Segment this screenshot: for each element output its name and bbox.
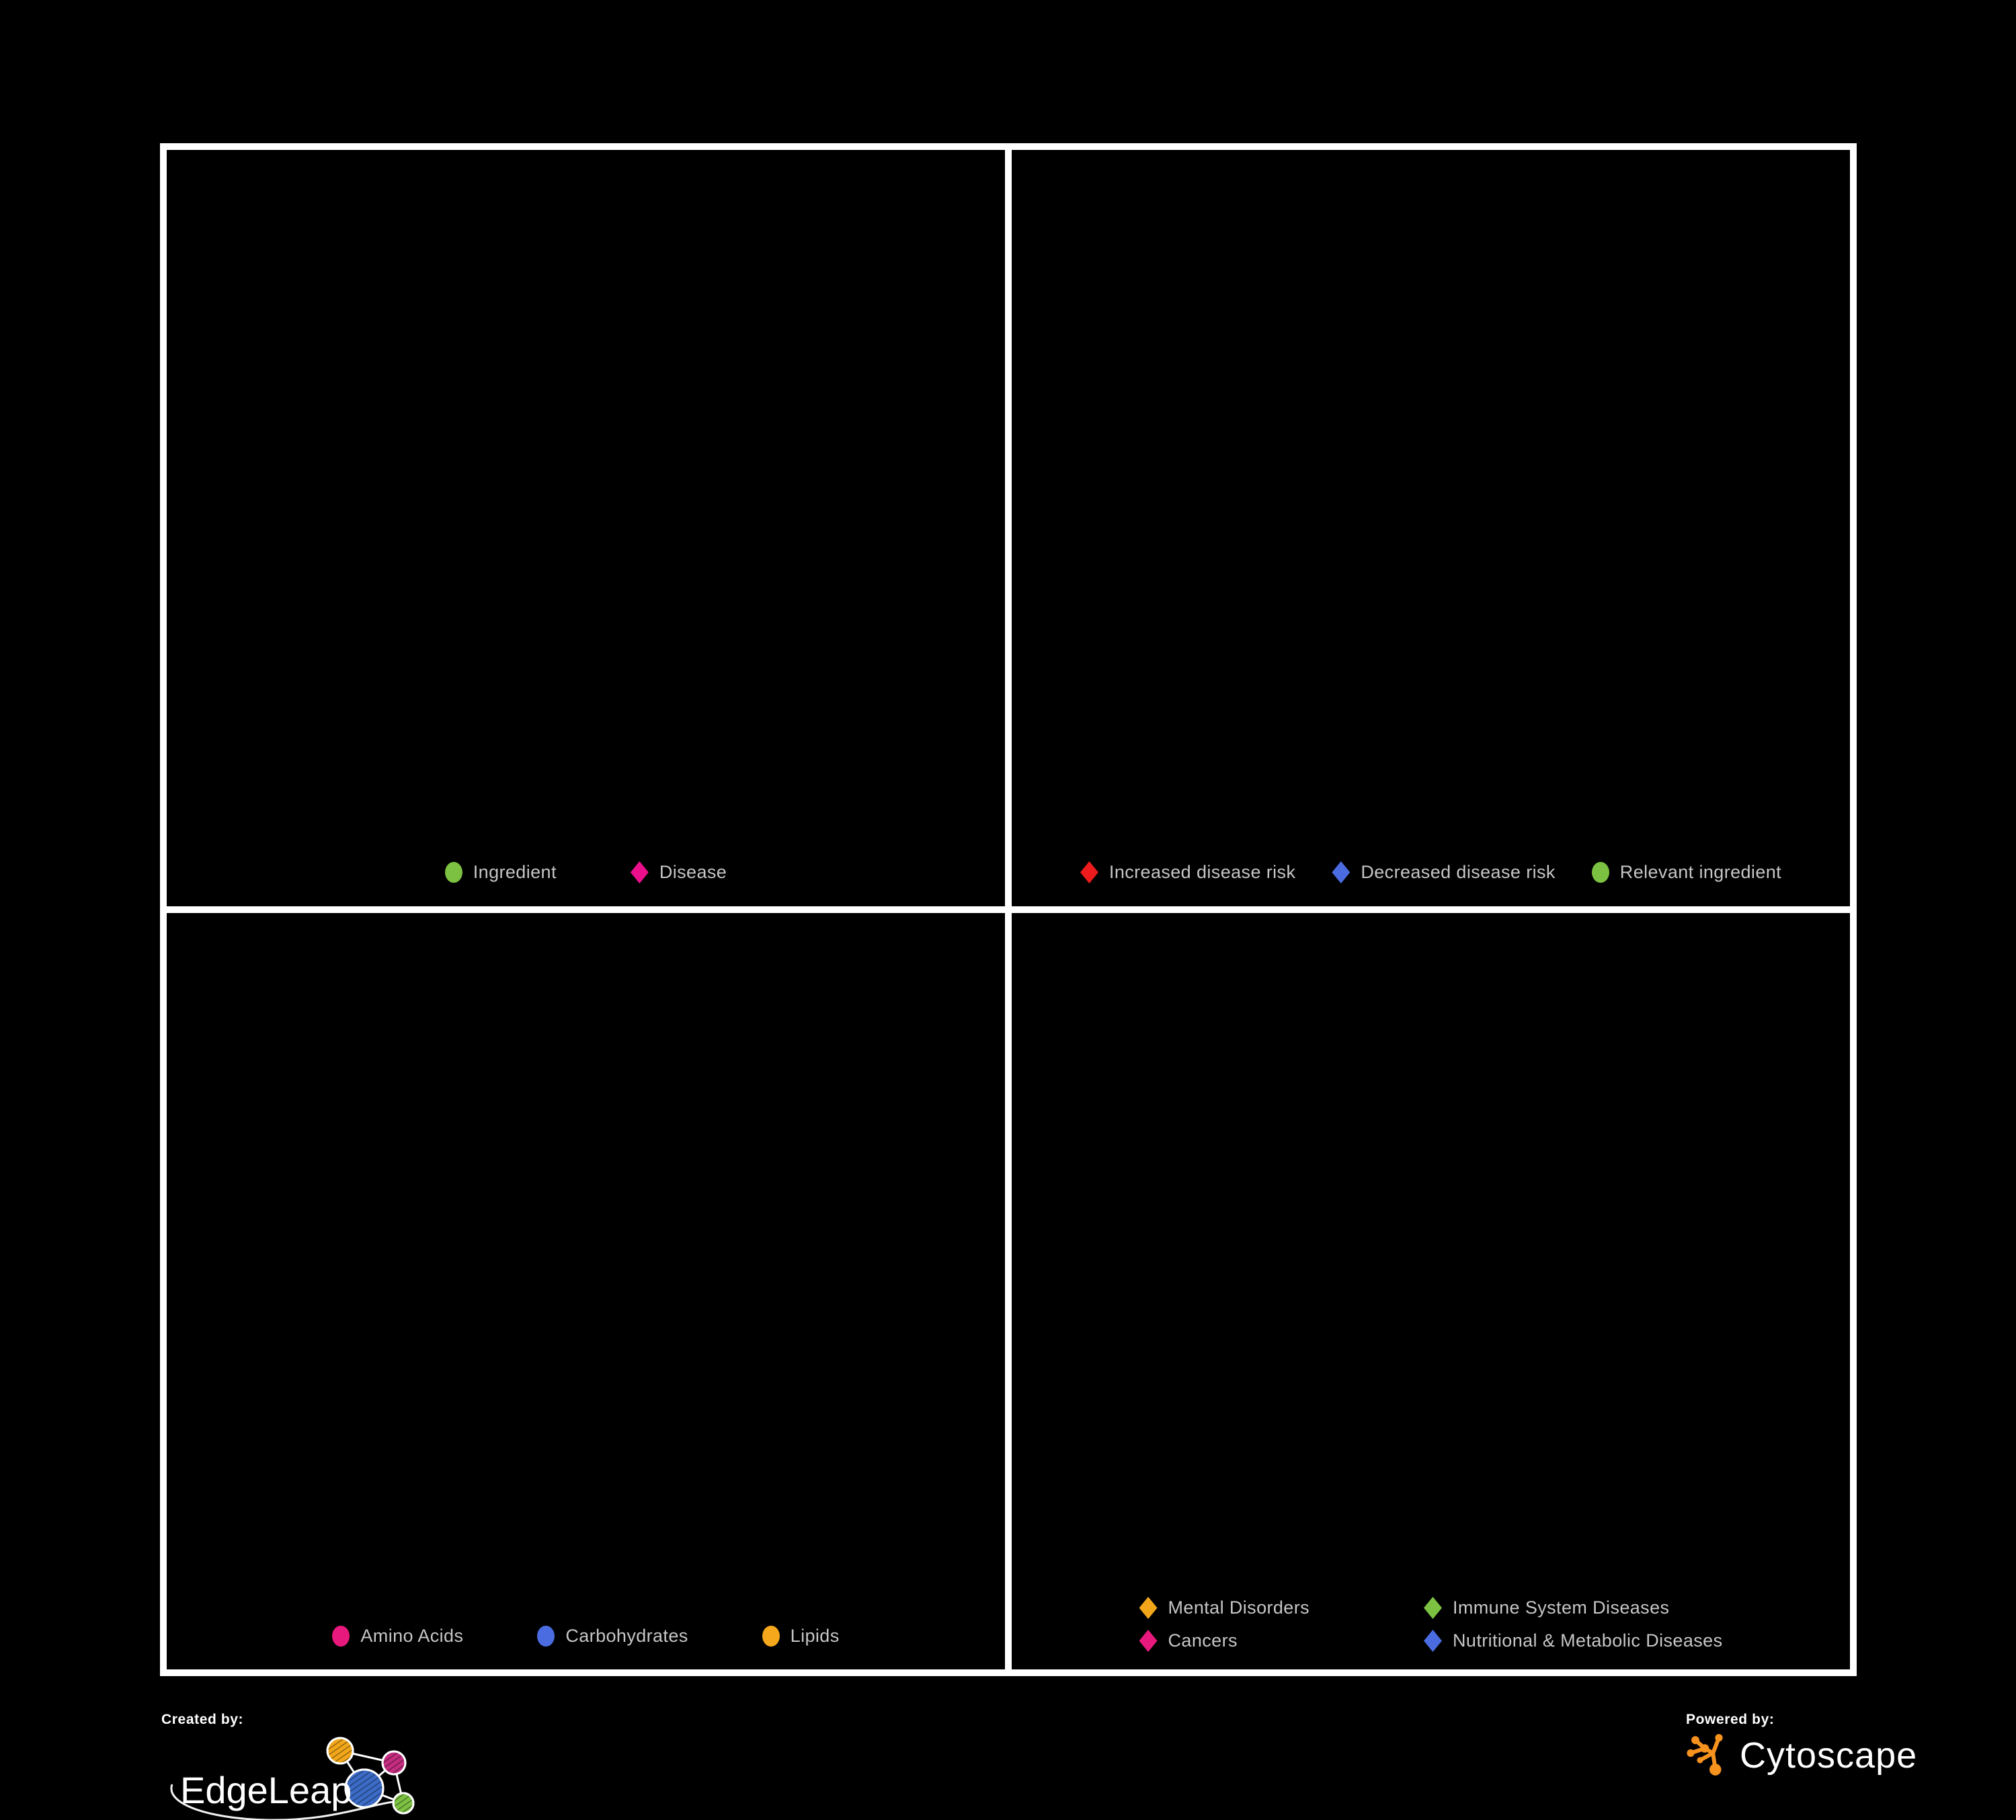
- network-disease-risk: [1012, 150, 1850, 906]
- powered-by-block: Powered by:: [1686, 1712, 1917, 1779]
- network-chemical-classes: [167, 913, 1005, 1669]
- network-ingredient-disease: [167, 150, 1005, 906]
- edgeleap-logo: EdgeLeap: [170, 1737, 415, 1820]
- panel-disease-risk: Increased disease risk Decreased disease …: [1012, 150, 1850, 906]
- cytoscape-logo-icon: [1687, 1734, 1723, 1776]
- network-disease-categories: [1012, 913, 1850, 1669]
- powered-by-label: Powered by:: [1686, 1712, 1775, 1727]
- panel-chemical-classes: Amino Acids Carbohydrates Lipids: [167, 913, 1005, 1669]
- edgeleap-wordmark: EdgeLeap: [180, 1769, 352, 1811]
- edgeleap-glyph-nodes: [326, 1737, 415, 1815]
- panel-ingredient-disease: Ingredient Disease: [167, 150, 1005, 906]
- panel-disease-categories: Mental Disorders Immune System Diseases Ca…: [1012, 913, 1850, 1669]
- edgeleap-swoosh: [170, 1784, 412, 1820]
- created-by-block: Created by: EdgeLea: [161, 1712, 450, 1820]
- cytoscape-wordmark: Cytoscape: [1740, 1735, 1918, 1776]
- created-by-label: Created by:: [161, 1712, 244, 1727]
- panel-grid: Ingredient Disease Increased disease risk…: [160, 143, 1857, 1676]
